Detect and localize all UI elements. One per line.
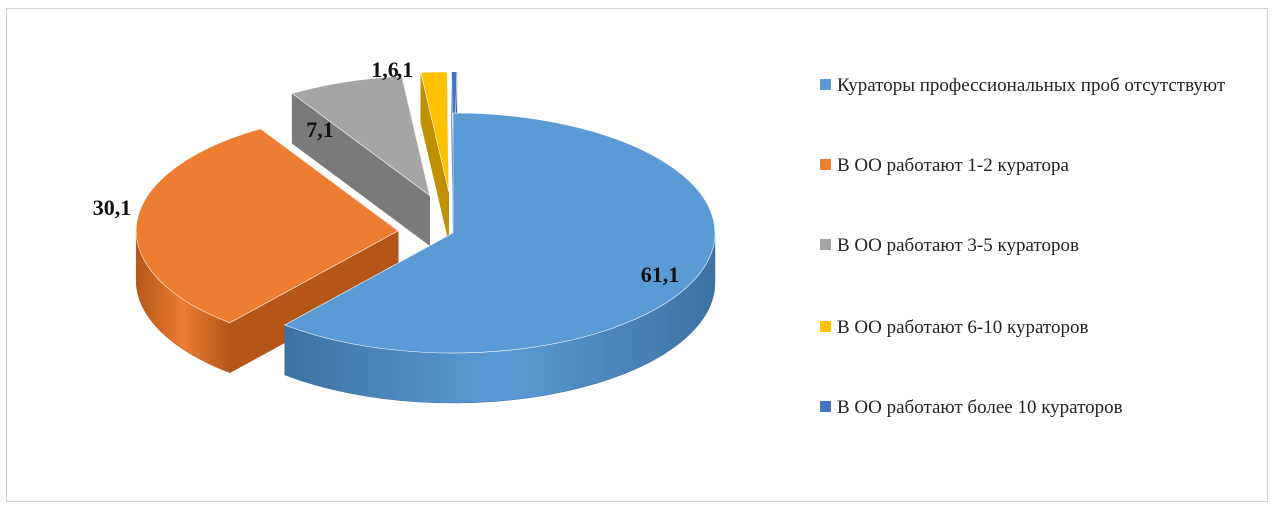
- legend-entry-1: В ОО работают 1-2 куратора: [820, 152, 1260, 180]
- legend-label-4: В ОО работают более 10 кураторов: [837, 397, 1123, 418]
- pie-slice-2: [291, 75, 431, 247]
- data-label-3: 1,6: [371, 57, 399, 82]
- legend-entry-0: Кураторы профессиональных проб отсутству…: [820, 72, 1260, 100]
- data-label-0: 61,1: [641, 262, 680, 287]
- data-label-4: ,1: [397, 57, 414, 82]
- legend-label-3: В ОО работают 6-10 кураторов: [837, 317, 1089, 338]
- legend-swatch-0: [820, 79, 831, 90]
- pie-slice-0-top: [284, 112, 716, 354]
- pie-slice-1-top: [135, 128, 399, 324]
- legend-swatch-3: [820, 321, 831, 332]
- pie-slice-3-top: [420, 71, 450, 192]
- legend-swatch-1: [820, 159, 831, 170]
- legend-swatch-4: [820, 401, 831, 412]
- legend-entry-4: В ОО работают более 10 кураторов: [820, 394, 1260, 422]
- legend-label-0: Кураторы профессиональных проб отсутству…: [837, 75, 1226, 96]
- legend-entry-2: В ОО работают 3-5 кураторов: [820, 232, 1260, 260]
- legend-label-2: В ОО работают 3-5 кураторов: [837, 235, 1079, 256]
- legend-label-1: В ОО работают 1-2 куратора: [837, 155, 1069, 176]
- legend-swatch-2: [820, 239, 831, 250]
- pie-slice-0: [284, 112, 716, 404]
- data-label-1: 30,1: [93, 195, 132, 220]
- data-label-2: 7,1: [306, 117, 334, 142]
- pie-slice-3: [420, 71, 450, 242]
- pie-slice-1: [135, 128, 399, 374]
- pie-slice-2-top: [291, 75, 431, 197]
- legend-entry-3: В ОО работают 6-10 кураторов: [820, 314, 1260, 342]
